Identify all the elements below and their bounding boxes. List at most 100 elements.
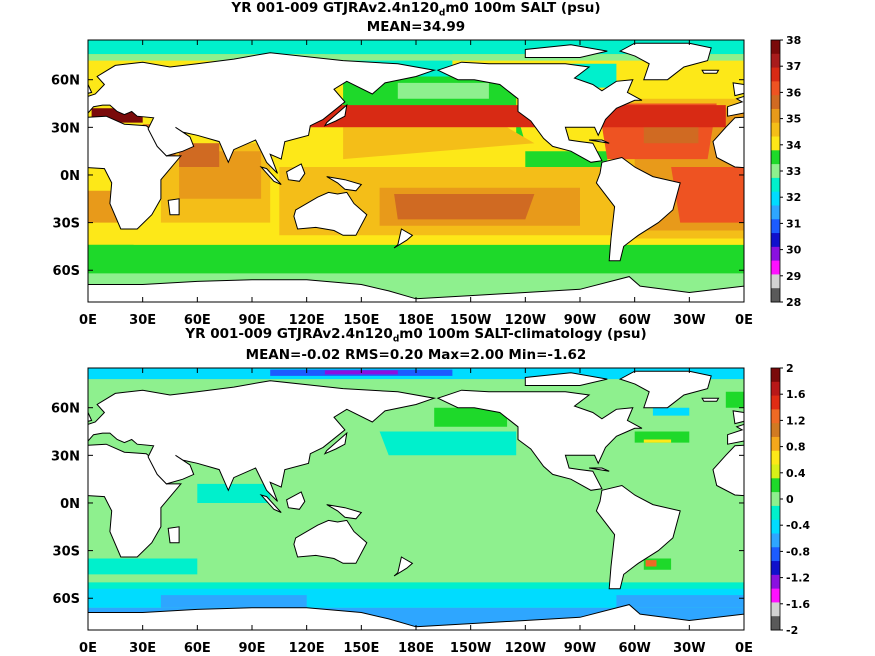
colorbar-swatch — [771, 409, 780, 424]
land-arctic_isles — [524, 44, 608, 58]
field-region-10 — [434, 407, 508, 427]
panel1-salinity-map: 0E 30E 60E 90E 120E 150E 180E 150W 120W 90W 60W 30W… — [51, 34, 802, 328]
colorbar-swatch — [771, 288, 780, 303]
colorbar-swatch — [771, 547, 780, 562]
land-madagascar — [167, 526, 180, 544]
colorbar-swatch — [771, 436, 780, 452]
colorbar-swatch — [771, 533, 780, 548]
x-tick-label: 60W — [618, 313, 650, 328]
colorbar-swatch — [771, 505, 780, 521]
land-iceland — [701, 397, 720, 402]
colorbar-swatch — [771, 260, 780, 275]
x-tick-label: 30E — [129, 641, 156, 656]
colorbar-label: 28 — [786, 296, 801, 309]
colorbar-swatch — [771, 136, 780, 151]
colorbar-swatch — [771, 219, 780, 234]
land-newzealand — [393, 228, 414, 249]
colorbar-label: -0.4 — [786, 519, 810, 532]
x-tick-label: 30E — [129, 313, 156, 328]
colorbar-swatch — [771, 108, 780, 124]
colorbar-swatch — [771, 574, 780, 590]
field-region-24 — [671, 167, 744, 223]
land-australia — [293, 191, 368, 236]
colorbar-swatch — [771, 246, 780, 262]
colorbar-label: 38 — [786, 34, 801, 47]
x-tick-label: 90W — [564, 313, 596, 328]
panel1-subtitle: MEAN=34.99 — [366, 19, 466, 35]
land-arctic_isles — [524, 372, 608, 386]
y-tick-label: 30N — [51, 121, 80, 136]
x-tick-label: 150W — [450, 641, 491, 656]
colorbar-label: 37 — [786, 60, 801, 73]
land-antarctica — [88, 276, 744, 302]
x-tick-label: 180E — [398, 313, 434, 328]
x-tick-label: 60E — [184, 641, 211, 656]
field-region-16 — [645, 560, 657, 567]
field-region-12 — [88, 558, 198, 575]
panel1-title: YR 001-009 GTJRAv2.4n120dm0 100m SALT (p… — [231, 0, 601, 19]
colorbar: 2 1.6 1.2 0.8 0.4 0 -0.4 -0.8 -1.2 -1.6 -2 — [770, 362, 810, 637]
colorbar-label: -1.6 — [786, 598, 810, 611]
x-tick-label: 90E — [239, 641, 266, 656]
y-tick-label: 60N — [51, 402, 80, 417]
x-tick-label: 120E — [289, 641, 325, 656]
field-region-7 — [397, 82, 489, 99]
x-tick-label: 60W — [618, 641, 650, 656]
x-tick-label: 90W — [564, 641, 596, 656]
colorbar-swatch — [771, 122, 780, 138]
x-tick-label: 150E — [343, 313, 379, 328]
colorbar-swatch — [771, 95, 780, 110]
colorbar-swatch — [771, 395, 780, 410]
colorbar-label: 35 — [786, 113, 801, 126]
field-region-9 — [379, 431, 517, 456]
y-tick-label: 0N — [60, 497, 80, 512]
colorbar-swatch — [771, 519, 780, 534]
x-tick-label: 180E — [398, 641, 434, 656]
land-cuba — [589, 467, 610, 472]
colorbar-swatch — [771, 53, 780, 69]
field-region-21 — [179, 143, 220, 167]
colorbar-swatch — [771, 492, 780, 507]
land-madagascar — [167, 198, 180, 216]
colorbar-label: 36 — [786, 86, 802, 99]
land-uk-wrap — [732, 82, 744, 97]
land-samerica — [595, 484, 681, 590]
panel2-title: YR 001-009 GTJRAv2.4n120dm0 100m SALT-cl… — [185, 326, 647, 345]
land-sumatra — [259, 494, 282, 513]
field-region-14 — [343, 127, 535, 160]
land-japan — [323, 431, 348, 455]
colorbar-swatch — [771, 67, 780, 82]
colorbar-swatch — [771, 616, 780, 631]
colorbar-swatch — [771, 368, 780, 383]
map-area — [88, 368, 744, 630]
colorbar-label: -0.8 — [786, 545, 810, 558]
colorbar-label: -1.2 — [786, 572, 810, 585]
colorbar-swatch — [771, 164, 780, 179]
land-eurasia-wrap — [727, 423, 744, 445]
colorbar-swatch — [771, 381, 780, 397]
x-tick-label: 90E — [239, 313, 266, 328]
y-tick-label: 30N — [51, 449, 80, 464]
x-tick-label: 60E — [184, 313, 211, 328]
colorbar-swatch — [771, 423, 780, 438]
x-tick-label: 0E — [79, 641, 97, 656]
land-newguinea — [326, 504, 363, 520]
colorbar-label: 30 — [786, 244, 802, 257]
colorbar-label: 33 — [786, 165, 801, 178]
field-region-17 — [652, 407, 690, 416]
land-borneo — [286, 491, 306, 510]
land-eurasia — [88, 52, 437, 174]
x-tick-label: 0E — [735, 313, 753, 328]
field-region-11 — [197, 483, 271, 503]
x-tick-label: 30W — [673, 313, 705, 328]
x-tick-label: 0E — [79, 313, 97, 328]
colorbar-swatch — [771, 177, 780, 193]
colorbar-swatch — [771, 81, 780, 96]
y-tick-label: 30S — [53, 545, 80, 560]
colorbar-swatch — [771, 274, 780, 289]
x-tick-label: 120W — [505, 313, 546, 328]
colorbar-label: 29 — [786, 270, 801, 283]
x-tick-label: 120W — [505, 641, 546, 656]
y-tick-label: 60S — [53, 264, 80, 279]
